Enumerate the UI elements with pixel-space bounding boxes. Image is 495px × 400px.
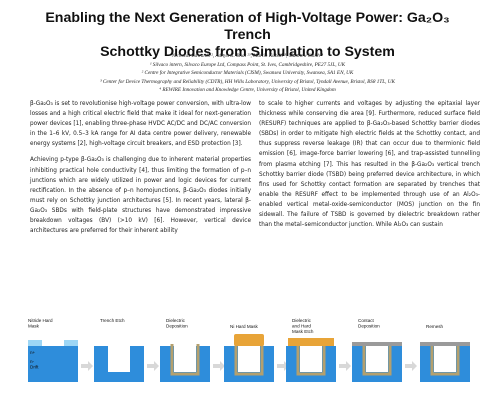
- dielectric-liner: [234, 344, 264, 376]
- trench: [300, 346, 322, 372]
- paragraph-intro: β-Ga₂O₃ is set to revolutionise high-vol…: [30, 101, 251, 148]
- author-block: Nicholas Edwards¹², Aditya K. Bhat ²³, M…: [20, 52, 475, 95]
- flow-arrow: [405, 361, 417, 371]
- process-flow-figure: n+ n-Drift Nitride Hard Mask Trench Etch Diel…: [28, 318, 470, 382]
- flow-arrow: [147, 361, 159, 371]
- step-label-4: Ni Hard Mask: [230, 324, 259, 329]
- paragraph-resurf: to scale to higher currents and voltages…: [259, 101, 480, 229]
- trench: [108, 346, 130, 372]
- process-step-4: [224, 334, 289, 382]
- trench: [366, 346, 388, 372]
- dielectric-liner: [296, 344, 326, 376]
- substrate-block: [28, 346, 78, 382]
- process-step-1: [28, 340, 93, 382]
- step-label-2: Trench Etch: [100, 318, 125, 323]
- nitride-mask: [64, 340, 78, 346]
- layer-label-drift: n-Drift: [30, 359, 39, 369]
- ni-hard-mask: [234, 334, 264, 346]
- layer-label-n-plus: n+: [30, 350, 36, 355]
- nitride-mask: [28, 340, 42, 346]
- flow-arrow: [213, 361, 225, 371]
- process-step-2: [94, 346, 159, 382]
- dielectric-liner: [430, 344, 460, 376]
- ni-hard-mask: [288, 338, 334, 346]
- process-step-3: [160, 344, 225, 382]
- dielectric-liner: [170, 344, 200, 376]
- author-list: Nicholas Edwards¹², Aditya K. Bhat ²³, M…: [171, 53, 324, 59]
- flow-arrow: [81, 361, 93, 371]
- affiliation-3: ³ Center for Device Thermography and Rel…: [100, 78, 395, 85]
- step-label-3: Dielectric Deposition: [166, 318, 188, 328]
- left-column: β-Ga₂O₃ is set to revolutionise high-vol…: [30, 99, 251, 242]
- paper-title: Enabling the Next Generation of High-Vol…: [30, 10, 465, 61]
- flow-arrow: [339, 361, 351, 371]
- dielectric-liner: [362, 344, 392, 376]
- step-label-5: Dielectric and Hard Mask Etch: [292, 318, 314, 334]
- step-label-7: Remesh: [426, 324, 444, 329]
- title-line-1: Enabling the Next Generation of High-Vol…: [45, 10, 450, 43]
- affiliation-1: ¹ Silvaco intern, Silvaco Europe Ltd, Co…: [149, 61, 346, 68]
- affiliation-2: ² Centre for Integrative Semiconductor M…: [141, 70, 354, 77]
- contact-metal: [420, 342, 470, 346]
- affiliation-4: ⁴ REWIRE Innovation and Knowledge Centre…: [159, 87, 336, 94]
- right-column: to scale to higher currents and voltages…: [259, 99, 480, 230]
- trench: [174, 346, 196, 372]
- step-label-1: Nitride Hard Mask: [28, 318, 53, 328]
- process-step-6: [352, 342, 417, 382]
- paragraph-p-type: Achieving p-type β-Ga₂O₃ is challenging …: [30, 157, 251, 235]
- title-line-2: Schottky Diodes from Simulation to Syste…: [100, 44, 395, 60]
- contact-metal: [352, 342, 402, 346]
- step-label-6: Contact Deposition: [358, 318, 380, 328]
- trench: [238, 346, 260, 372]
- trench: [434, 346, 456, 372]
- process-step-7: [420, 342, 470, 382]
- process-step-5: [286, 338, 351, 382]
